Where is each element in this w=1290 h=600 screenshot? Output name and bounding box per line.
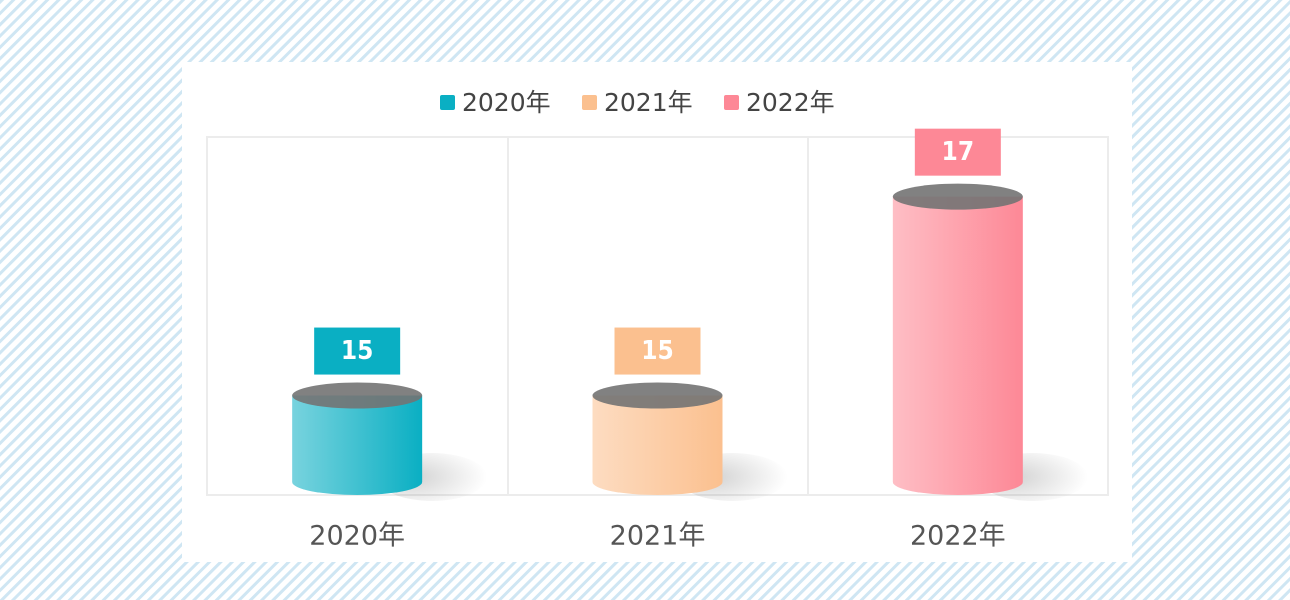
- value-label: 15: [641, 336, 674, 366]
- legend-swatch: [440, 95, 455, 110]
- bar-top: [292, 382, 423, 409]
- legend: 2020年 2021年 2022年: [440, 88, 835, 117]
- legend-swatch: [582, 95, 597, 110]
- x-tick-label: 2021年: [610, 521, 706, 552]
- legend-label: 2022年: [746, 88, 835, 117]
- bar-top: [892, 183, 1023, 210]
- legend-label: 2020年: [462, 88, 551, 117]
- x-tick-label: 2022年: [910, 521, 1006, 552]
- bar: [292, 395, 423, 495]
- value-label-box: [314, 327, 401, 375]
- x-tick-label: 2020年: [309, 521, 405, 552]
- value-label: 15: [341, 336, 374, 366]
- bar-top: [592, 382, 723, 409]
- value-label: 17: [942, 137, 975, 167]
- legend-swatch: [724, 95, 739, 110]
- bar: [592, 395, 723, 495]
- value-label-box: [614, 327, 701, 375]
- bar: [892, 196, 1023, 495]
- legend-label: 2021年: [604, 88, 693, 117]
- value-label-box: [914, 128, 1001, 176]
